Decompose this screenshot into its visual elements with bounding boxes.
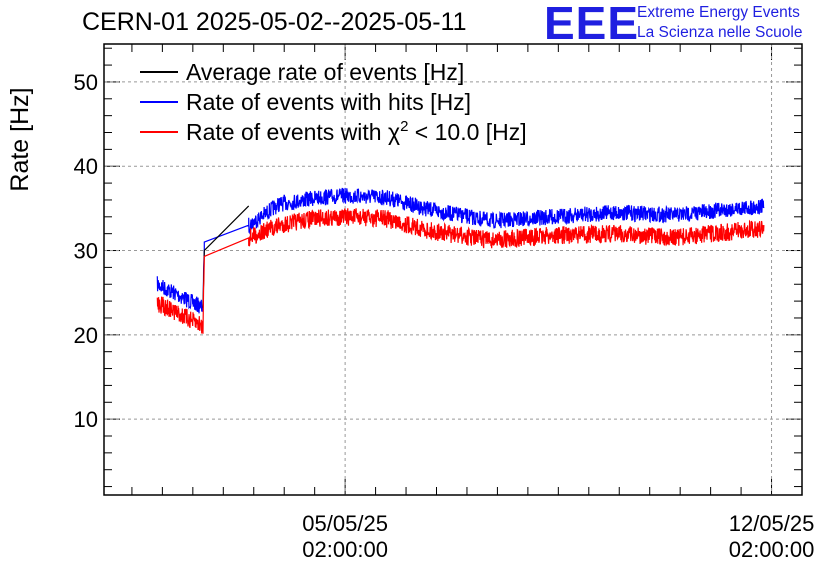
plot-frame — [103, 43, 803, 496]
x-tick-time: 02:00:00 — [729, 537, 815, 562]
logo-line-2: La Scienza nelle Scuole — [637, 24, 803, 41]
y-axis-label: Rate [Hz] — [6, 87, 34, 191]
y-tick-label: 50 — [74, 70, 98, 95]
logo-line-1: Extreme Energy Events — [637, 4, 800, 21]
x-tick-date: 05/05/25 — [302, 511, 388, 536]
chart-title: CERN-01 2025-05-02--2025-05-11 — [82, 8, 467, 36]
legend-label: Rate of events with χ2 < 10.0 [Hz] — [186, 118, 527, 145]
y-tick-label: 20 — [74, 323, 98, 348]
eee-logo: EEE — [544, 0, 640, 49]
y-tick-label: 10 — [74, 407, 98, 432]
y-tick-label: 40 — [74, 154, 98, 179]
legend-label: Average rate of events [Hz] — [186, 59, 464, 85]
y-tick-label: 30 — [74, 239, 98, 264]
legend-label: Rate of events with hits [Hz] — [186, 89, 471, 115]
x-tick-date: 12/05/25 — [729, 511, 815, 536]
x-tick-time: 02:00:00 — [302, 537, 388, 562]
series-line-average — [202, 205, 250, 308]
series-line-chi2 — [156, 208, 765, 334]
series-line-hits — [156, 187, 765, 314]
